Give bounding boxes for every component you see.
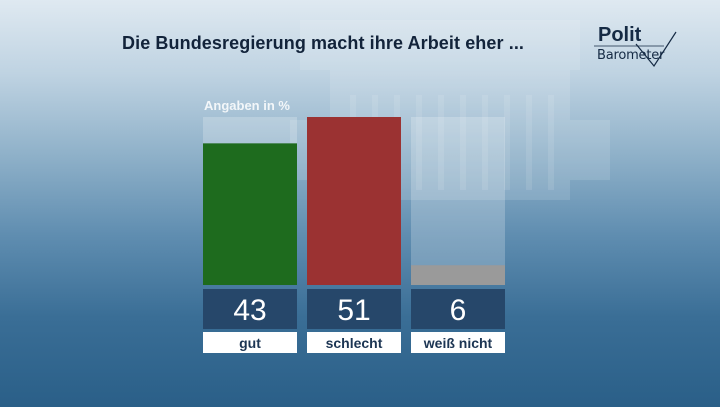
category-box (411, 332, 505, 353)
chart-subtitle: Angaben in % (204, 98, 290, 113)
category-box (203, 332, 297, 353)
bar (203, 143, 297, 285)
value-box (411, 289, 505, 329)
value-label: 6 (450, 294, 467, 327)
value-box (307, 289, 401, 329)
politbarometer-logo: Polit Barometer (584, 22, 684, 72)
category-label: schlecht (326, 335, 383, 351)
page-title: Die Bundesregierung macht ihre Arbeit eh… (122, 33, 525, 53)
logo-text-polit: Polit (598, 24, 642, 46)
category-box (307, 332, 401, 353)
bar-track (411, 117, 505, 285)
value-box (203, 289, 297, 329)
value-label: 51 (337, 294, 370, 327)
check-mark-icon (594, 31, 677, 68)
value-label: 43 (233, 294, 266, 327)
category-label: weiß nicht (423, 335, 493, 351)
category-label: gut (239, 335, 261, 351)
bar (411, 265, 505, 285)
bar (307, 117, 401, 285)
logo-text-barometer: Barometer (597, 48, 665, 63)
